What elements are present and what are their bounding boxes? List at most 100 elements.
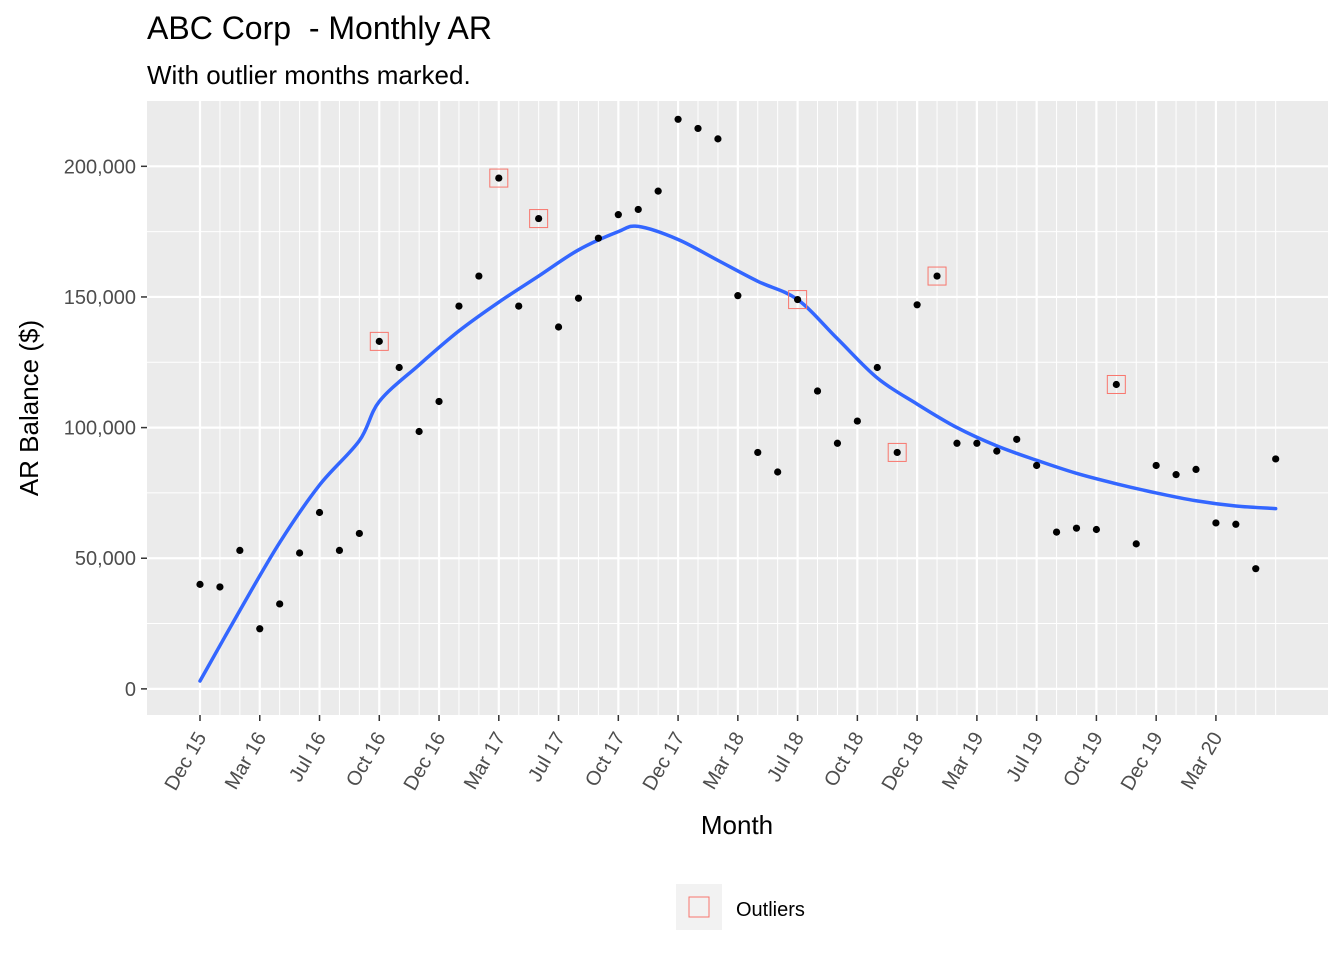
data-point <box>335 546 344 554</box>
data-point <box>554 323 563 331</box>
data-point <box>1172 471 1180 479</box>
data-point <box>594 234 603 242</box>
data-point <box>1212 519 1220 527</box>
x-axis-ticks: Dec 15 Mar 16 Jul 16 Oct 16 Dec 16 Mar 17 Jul … <box>161 715 1227 795</box>
chart-title: ABC Corp - Monthly AR <box>147 10 492 46</box>
data-point <box>1132 540 1140 548</box>
data-point <box>1112 380 1120 389</box>
data-point <box>216 583 224 591</box>
data-point <box>296 549 304 557</box>
x-tick-label: Jul 16 <box>285 729 331 786</box>
x-tick-label: Oct 18 <box>820 729 869 791</box>
data-point <box>794 295 802 304</box>
data-point <box>574 294 583 302</box>
data-points <box>196 115 1280 633</box>
x-tick-label: Jul 19 <box>1002 729 1048 786</box>
data-point <box>1092 525 1100 534</box>
data-point <box>893 448 901 457</box>
outlier-marker <box>529 209 549 229</box>
data-point <box>833 439 842 447</box>
x-tick-label: Oct 19 <box>1059 729 1108 791</box>
outlier-marker <box>788 290 808 310</box>
x-tick-label: Oct 17 <box>581 729 630 791</box>
data-point <box>1052 528 1061 536</box>
data-point <box>435 397 443 406</box>
data-point <box>395 363 403 372</box>
legend-label-outliers: Outliers <box>736 899 805 921</box>
data-point <box>614 211 622 219</box>
x-tick-label: Dec 15 <box>161 729 212 795</box>
data-point <box>873 363 881 372</box>
x-tick-label: Dec 17 <box>639 729 690 795</box>
y-tick-label: 100,000 <box>64 418 136 440</box>
data-point <box>515 302 523 310</box>
legend: Outliers <box>676 884 805 930</box>
x-tick-label: Jul 18 <box>763 729 809 786</box>
x-tick-label: Dec 18 <box>878 729 929 795</box>
data-point <box>714 135 722 143</box>
data-point <box>694 124 702 133</box>
data-point <box>774 468 782 476</box>
data-point <box>535 214 543 223</box>
y-tick-label: 150,000 <box>64 287 136 309</box>
data-point <box>993 447 1001 455</box>
data-point <box>355 529 363 538</box>
outlier-marker <box>1106 374 1126 394</box>
data-point <box>196 580 204 588</box>
data-point <box>276 600 284 608</box>
x-tick-label: Mar 18 <box>699 729 749 794</box>
x-tick-label: Dec 16 <box>400 729 451 795</box>
data-point <box>495 174 503 182</box>
data-point <box>236 546 244 554</box>
data-point <box>973 439 981 447</box>
x-tick-label: Jul 17 <box>524 729 570 786</box>
data-point <box>953 439 961 447</box>
x-tick-label: Mar 17 <box>460 729 510 794</box>
major-gridlines <box>147 101 1328 715</box>
outlier-markers <box>369 168 1126 462</box>
outlier-marker <box>887 442 907 462</box>
x-tick-label: Mar 20 <box>1177 729 1227 794</box>
chart-subtitle: With outlier months marked. <box>147 60 471 90</box>
y-tick-label: 0 <box>125 679 136 701</box>
data-point <box>674 115 682 123</box>
data-point <box>1252 565 1260 573</box>
y-tick-label: 200,000 <box>64 156 136 178</box>
data-point <box>913 301 921 309</box>
x-tick-label: Mar 19 <box>938 729 988 794</box>
data-point <box>654 187 662 195</box>
x-tick-label: Oct 16 <box>342 729 391 791</box>
data-point <box>475 272 483 280</box>
data-point <box>1013 435 1021 443</box>
outlier-marker <box>927 266 947 286</box>
trend-line <box>198 224 1278 683</box>
y-axis-title: AR Balance ($) <box>14 320 44 496</box>
x-tick-label: Mar 16 <box>221 729 271 794</box>
legend-outlier-swatch <box>688 896 710 918</box>
y-tick-label: 50,000 <box>75 548 136 570</box>
data-point <box>375 337 383 345</box>
data-point <box>634 205 642 214</box>
data-point <box>853 417 861 425</box>
legend-key-background <box>676 884 722 930</box>
data-point <box>455 302 463 310</box>
y-axis-ticks: 0 50,000 100,000 150,000 200,000 <box>64 156 147 701</box>
data-point <box>734 292 742 300</box>
x-axis-title: Month <box>701 810 773 840</box>
data-point <box>1152 461 1160 470</box>
data-point <box>1192 465 1200 473</box>
data-point <box>256 625 264 633</box>
outlier-marker <box>369 331 389 351</box>
data-point <box>315 508 324 517</box>
data-point <box>1033 461 1041 470</box>
data-point <box>813 387 822 395</box>
data-point <box>1232 520 1240 528</box>
data-point <box>933 272 941 280</box>
data-point <box>1272 455 1280 463</box>
outlier-marker <box>489 168 509 188</box>
x-tick-label: Dec 19 <box>1117 729 1168 795</box>
data-point <box>1072 524 1081 532</box>
data-point <box>754 448 762 457</box>
data-point <box>415 427 423 436</box>
